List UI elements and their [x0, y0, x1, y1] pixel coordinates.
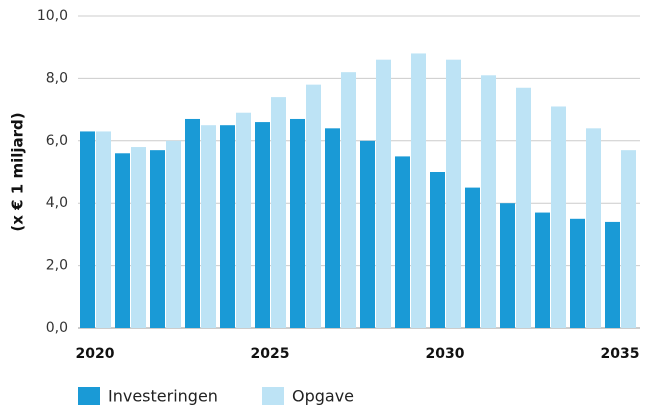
bar — [201, 125, 216, 328]
legend-label: Investeringen — [108, 387, 218, 406]
x-tick-label: 2030 — [426, 346, 465, 362]
x-tick-label: 2020 — [76, 346, 115, 362]
bar — [516, 87, 531, 328]
bar — [341, 72, 356, 328]
bar — [621, 150, 636, 328]
bar — [605, 221, 620, 328]
bar — [411, 53, 426, 328]
legend-swatch — [78, 387, 100, 405]
bar — [570, 218, 585, 328]
bar — [535, 212, 550, 328]
bar — [115, 153, 130, 328]
x-tick-label: 2025 — [251, 346, 290, 362]
bar — [465, 187, 480, 328]
bar — [306, 84, 321, 328]
y-tick-label: 10,0 — [37, 8, 68, 24]
bar — [80, 131, 95, 328]
bar — [131, 147, 146, 328]
y-tick-label: 4,0 — [46, 195, 68, 211]
bar — [325, 128, 340, 328]
y-tick-label: 2,0 — [46, 258, 68, 274]
bar — [96, 131, 111, 328]
y-tick-label: 8,0 — [46, 70, 68, 86]
bar — [290, 118, 305, 329]
legend-label: Opgave — [292, 387, 354, 406]
bar — [255, 122, 270, 328]
x-tick-label: 2035 — [601, 346, 640, 362]
bar — [236, 112, 251, 328]
bar — [360, 140, 375, 328]
bar — [166, 140, 181, 328]
bar — [430, 172, 445, 328]
bar — [150, 150, 165, 328]
bar — [185, 118, 200, 329]
y-axis-label: (x € 1 miljard) — [9, 112, 27, 231]
bar — [220, 125, 235, 328]
bar — [271, 97, 286, 329]
bar — [586, 128, 601, 328]
bar — [551, 106, 566, 328]
legend-swatch — [262, 387, 284, 405]
bar — [376, 59, 391, 329]
bar — [446, 59, 461, 329]
bar — [395, 156, 410, 328]
y-tick-label: 6,0 — [46, 133, 68, 149]
bar — [481, 75, 496, 328]
bar — [500, 203, 515, 328]
y-tick-label: 0,0 — [46, 320, 68, 336]
